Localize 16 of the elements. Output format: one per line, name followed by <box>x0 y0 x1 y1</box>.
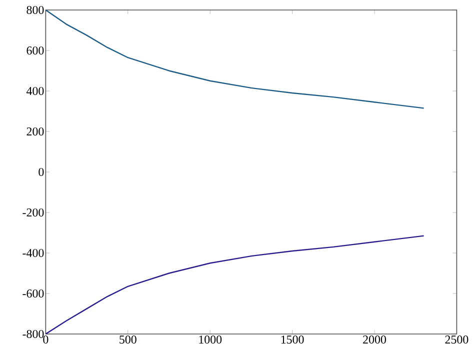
y-tick-label: 400 <box>26 86 44 96</box>
y-tick-label: -800 <box>22 330 44 338</box>
x-tick-label: 1000 <box>199 336 222 344</box>
y-tick-label: 800 <box>26 6 44 14</box>
y-tick-label: 200 <box>26 127 44 136</box>
y-tick-label: -200 <box>22 208 44 217</box>
y-tick-label: 600 <box>26 46 44 55</box>
x-tick-label: 2500 <box>445 336 468 344</box>
line-series <box>46 10 424 109</box>
y-tick-label: 0 <box>38 168 44 176</box>
x-tick-label: 500 <box>120 336 136 344</box>
y-tick-label: -400 <box>22 248 44 258</box>
x-tick-label: 2000 <box>363 336 386 344</box>
x-tick-label: 1500 <box>281 336 304 344</box>
line-series <box>46 235 424 334</box>
y-tick-label: -600 <box>22 289 44 298</box>
